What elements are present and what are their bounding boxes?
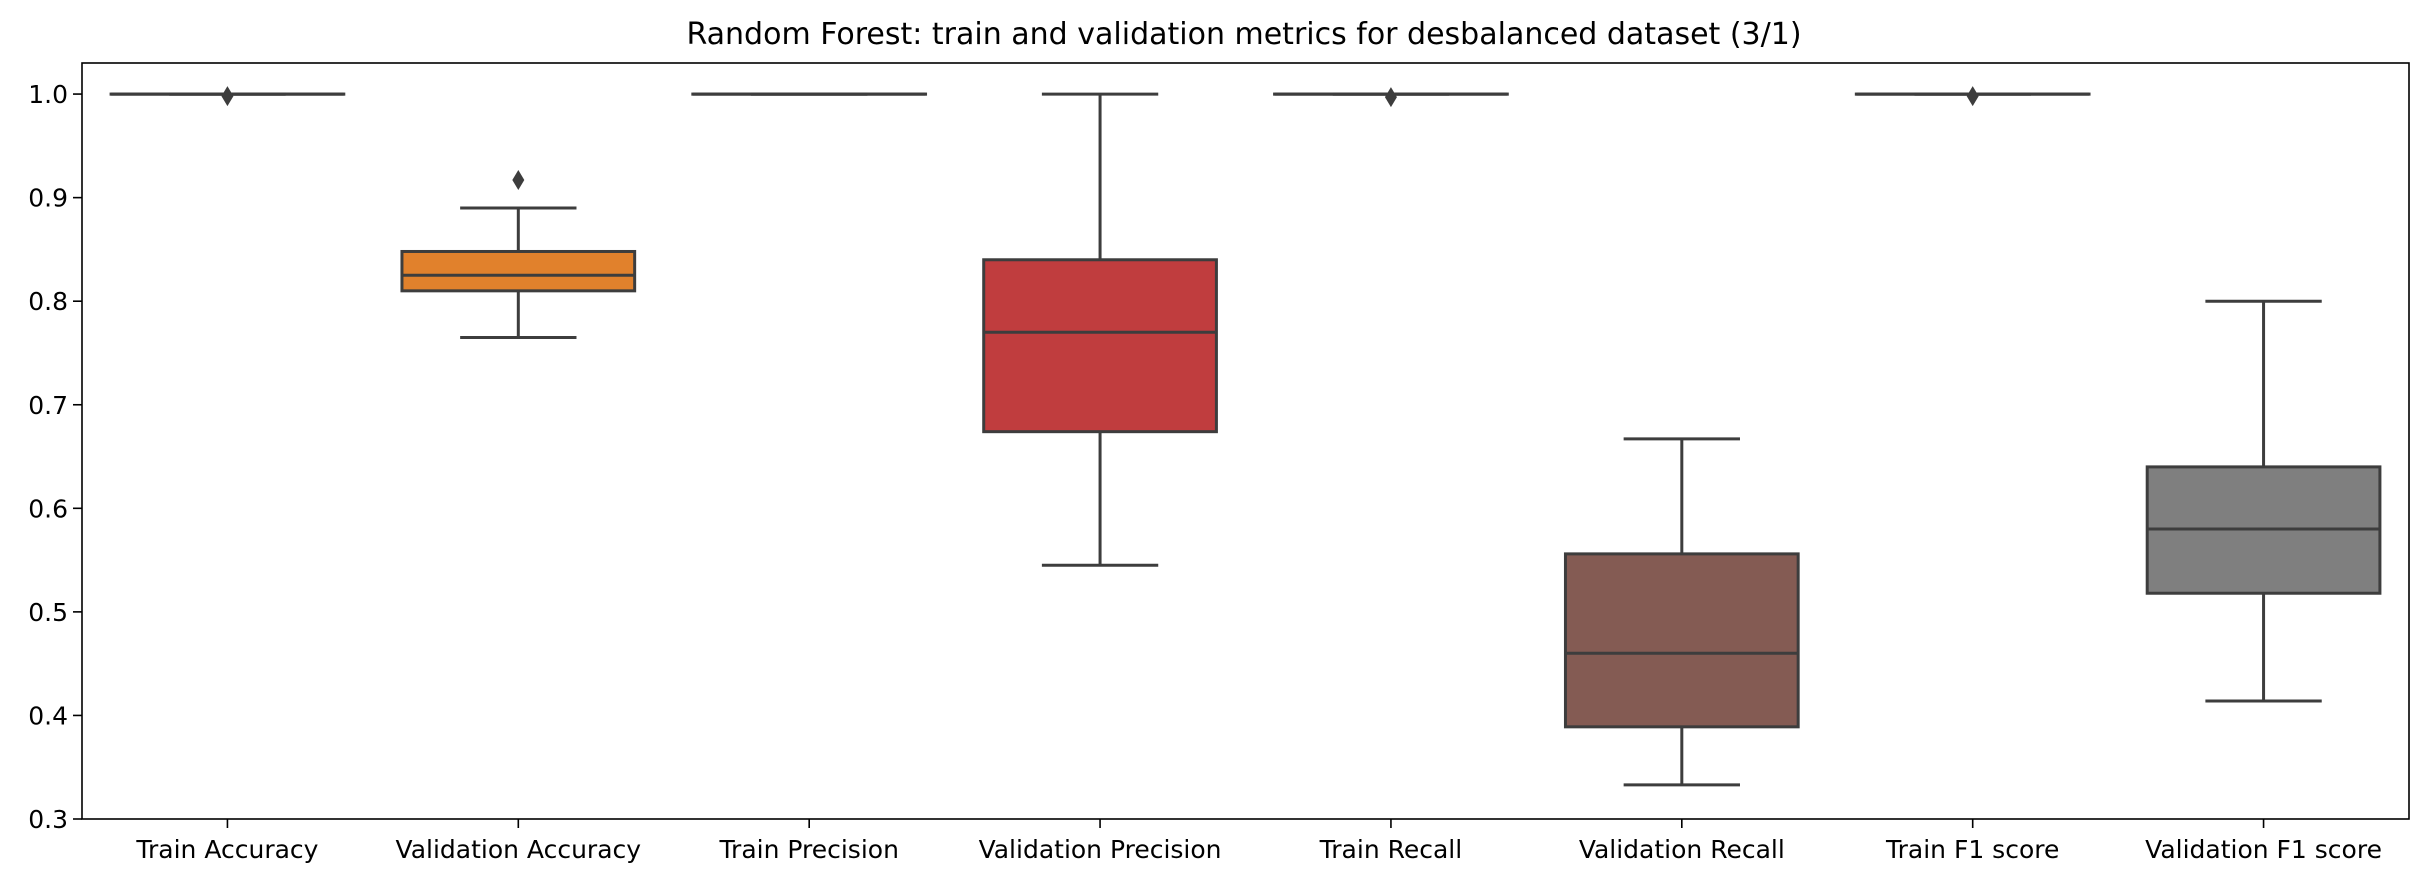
outlier-point [1384,87,1397,108]
outlier-point [512,170,525,191]
x-tick-label: Train Accuracy [135,835,318,864]
x-tick-label: Train Recall [1319,835,1463,864]
box-group [1273,87,1509,108]
y-tick-label: 0.3 [28,805,68,834]
chart-title: Random Forest: train and validation metr… [686,17,1801,52]
y-tick-label: 0.4 [28,701,68,730]
y-axis: 0.3 0.4 0.5 0.6 0.7 0.8 0.9 1.0 [28,80,82,834]
box-iqr [982,258,1218,434]
box-group [2145,299,2382,703]
box-iqr [1563,552,1800,729]
outlier-point [221,86,234,107]
x-tick-label: Train F1 score [1885,835,2059,864]
y-tick-label: 0.5 [28,598,68,627]
x-tick-label: Validation Accuracy [396,835,642,864]
box-iqr [400,249,637,293]
x-tick-label: Train Precision [718,835,898,864]
y-tick-label: 0.6 [28,494,68,523]
x-tick-label: Validation F1 score [2145,835,2382,864]
x-axis: Train Accuracy Validation Accuracy Train P… [135,819,2382,864]
y-tick-label: 0.9 [28,184,68,213]
box-group [400,170,637,339]
box-group [982,92,1218,567]
box-group [1563,437,1800,787]
box-group [109,86,346,107]
y-tick-label: 1.0 [28,80,68,109]
x-tick-label: Validation Precision [979,835,1222,864]
outlier-point [1966,86,1979,107]
y-tick-label: 0.8 [28,287,68,316]
x-tick-label: Validation Recall [1579,835,1785,864]
boxes-layer [109,86,2382,787]
box-group [1854,86,2091,107]
plot-area-frame [81,62,2410,820]
y-tick-label: 0.7 [28,391,68,420]
